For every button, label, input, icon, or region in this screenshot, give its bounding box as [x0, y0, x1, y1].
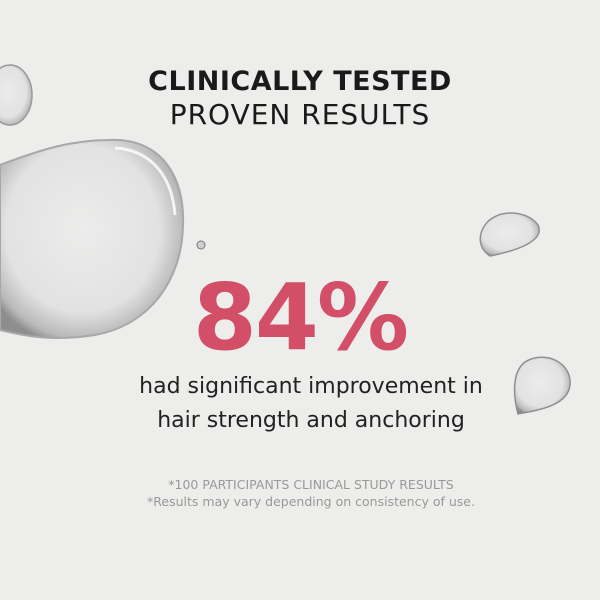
footnote-line2: *Results may vary depending on consisten…	[147, 494, 475, 509]
tiny-droplet	[196, 240, 206, 250]
top-left-droplet	[0, 64, 33, 126]
right-droplet	[479, 212, 540, 257]
footnotes: *100 PARTICIPANTS CLINICAL STUDY RESULTS…	[0, 476, 600, 510]
lower-right-droplet	[513, 356, 571, 415]
stat-description: had significant improvement in hair stre…	[0, 370, 600, 438]
large-gel-blob	[0, 138, 185, 339]
footnote-line1: *100 PARTICIPANTS CLINICAL STUDY RESULTS	[168, 477, 454, 492]
headline-line2: PROVEN RESULTS	[169, 98, 431, 131]
stat-percentage: 84%	[192, 264, 409, 371]
description-line1: had significant improvement in	[139, 374, 483, 399]
headline-line1: CLINICALLY TESTED	[148, 66, 452, 97]
description-line2: hair strength and anchoring	[157, 408, 465, 433]
